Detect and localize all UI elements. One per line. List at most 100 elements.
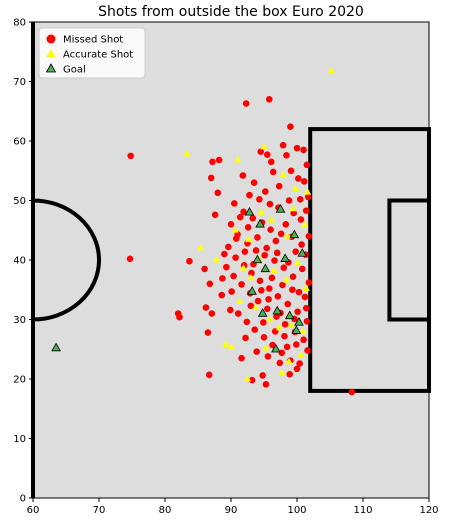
missed-shot-point [257,148,265,156]
legend-label: Accurate Shot [63,50,133,61]
missed-shot-point [205,371,213,379]
y-tick-label: 30 [13,315,26,326]
missed-shot-point [305,279,313,286]
missed-shot-point [260,334,268,341]
missed-shot-point [272,237,280,245]
goal-point [297,248,308,257]
missed-shot-point [303,317,311,325]
center-circle [32,198,101,322]
missed-shot-point [276,359,284,367]
missed-shot-point [287,167,295,175]
accurate-shot-point [302,284,310,291]
missed-shot-point [281,320,289,328]
missed-shot-point [297,216,305,223]
accurate-shot-point [212,256,221,263]
goal-point [272,305,283,315]
missed-shot-point [251,326,259,333]
goal-point [289,229,300,239]
y-tick-label: 50 [13,196,26,207]
missed-shot-point [283,151,290,159]
missed-shot-point [230,272,237,280]
missed-shot-point [206,280,214,288]
missed-shot-point [280,264,288,272]
missed-shot-point [302,207,310,214]
accurate-shot-point [294,258,302,266]
missed-shot-point [282,221,290,228]
legend-box [38,27,146,79]
accurate-shot-point [235,297,244,305]
legend: Missed Shot Accurate Shot Goal [38,27,146,79]
accurate-shot-point [285,357,293,365]
missed-shot-point [262,381,270,388]
goal-point [284,310,295,320]
accurate-shot-point [260,142,268,150]
missed-shot-point [225,243,232,251]
y-tick-label: 60 [13,137,26,148]
missed-shot-point [241,248,249,255]
goal-point [51,342,61,352]
missed-shot-point [214,189,222,197]
y-tick-label: 20 [13,375,26,386]
missed-shot-point [264,305,271,313]
missed-shot-point [231,200,238,207]
missed-shot-point [285,197,293,204]
accurate-shot-point [222,340,230,347]
y-tick-label: 0 [20,494,26,505]
goal-point [260,263,271,273]
missed-shot-point [289,273,297,280]
missed-shot-point [348,388,356,396]
missed-shot-point [295,288,303,296]
missed-shot-point [227,306,234,314]
goal-point [291,325,302,334]
accurate-shot-point [267,216,275,223]
missed-shot-point [248,376,256,384]
missed-shot-point [274,292,282,300]
accurate-shot-point [234,156,242,163]
missed-shot-point [267,158,275,166]
missed-shot-point [261,251,268,259]
x-tick-label: 110 [353,505,372,516]
missed-shot-point [265,96,273,103]
accurate-shot-point [243,375,252,382]
accurate-shot-point [245,235,253,243]
accurate-shot-point [278,369,286,376]
missed-shot-point [207,174,215,182]
missed-shot-point [265,285,273,292]
goal-point [247,286,257,295]
missed-shot-point [278,349,286,357]
accurate-shot-point [251,303,260,310]
missed-shot-point [208,310,216,317]
missed-shot-point [252,247,260,254]
accurate-shot-point [197,244,205,251]
missed-shot-point [275,182,283,190]
missed-shot-point [186,257,193,265]
missed-shot-point [292,248,299,255]
missed-shot-point [293,341,300,348]
missed-shot-point [254,297,262,305]
legend-marker-accurate-shot [46,49,56,57]
missed-shot-point [238,354,245,362]
accurate-shot-point [287,321,295,328]
missed-shot-point [232,235,240,242]
goal-point [244,206,255,216]
missed-shot-point [218,291,226,299]
missed-shot-point [305,232,313,240]
accurate-shot-point [270,266,278,274]
accurate-shot-point [257,208,265,215]
accurate-shot-point [303,188,312,195]
missed-shot-point [176,313,183,321]
missed-shot-point [223,263,230,271]
missed-shot-point [262,188,269,195]
goal-point [275,204,286,213]
missed-shot-point [298,241,305,248]
missed-shot-point [127,152,134,160]
missed-shot-point [304,193,312,201]
accurate-shot-point [299,327,307,334]
missed-shot-point [202,304,210,311]
legend-marker-goal [45,63,57,73]
accurate-shot-point [292,184,300,191]
missed-shot-point [303,161,311,169]
missed-shot-point [260,319,267,326]
missed-shot-point [238,281,245,288]
accurate-shot-point [239,264,248,271]
